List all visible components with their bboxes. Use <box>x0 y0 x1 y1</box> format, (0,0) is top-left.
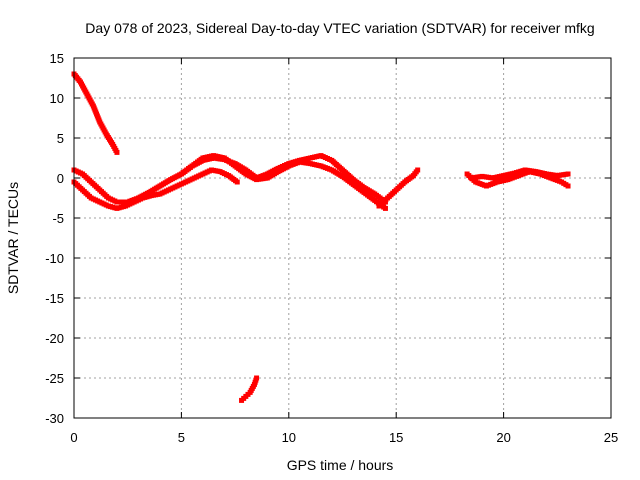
y-tick-label: -10 <box>45 251 64 266</box>
x-tick-label: 10 <box>282 430 296 445</box>
data-point <box>565 183 571 189</box>
y-tick-label: 5 <box>57 131 64 146</box>
y-tick-label: 0 <box>57 171 64 186</box>
x-axis-label: GPS time / hours <box>287 457 394 473</box>
y-axis-label: SDTVAR / TECUs <box>5 182 21 294</box>
x-tick-label: 15 <box>389 430 403 445</box>
data-point <box>254 375 260 381</box>
y-tick-label: -15 <box>45 291 64 306</box>
x-tick-label: 25 <box>604 430 618 445</box>
y-tick-label: -30 <box>45 411 64 426</box>
series-track-h-outlier <box>239 375 260 403</box>
data-point <box>415 167 421 173</box>
x-tick-label: 20 <box>496 430 510 445</box>
y-tick-label: 15 <box>50 51 64 66</box>
plot-border <box>73 57 612 419</box>
chart-title: Day 078 of 2023, Sidereal Day-to-day VTE… <box>85 20 594 36</box>
series-track-g-late-upper <box>468 167 571 181</box>
series-track-e-recovery <box>376 167 421 209</box>
axis-ticks: 0 5 10 15 20 25 15 10 5 0 -5 -10 -15 -20 -25 -30 <box>45 51 618 445</box>
grid <box>74 58 611 418</box>
data-point <box>565 171 571 177</box>
series-track-a-descent <box>71 71 120 155</box>
y-tick-label: -25 <box>45 371 64 386</box>
data-points <box>71 71 571 403</box>
y-tick-label: 10 <box>50 91 64 106</box>
y-tick-label: -20 <box>45 331 64 346</box>
x-tick-label: 0 <box>70 430 77 445</box>
data-point <box>382 205 388 211</box>
data-point <box>114 149 120 155</box>
data-point <box>234 179 240 185</box>
x-tick-label: 5 <box>178 430 185 445</box>
y-tick-label: -5 <box>52 211 64 226</box>
